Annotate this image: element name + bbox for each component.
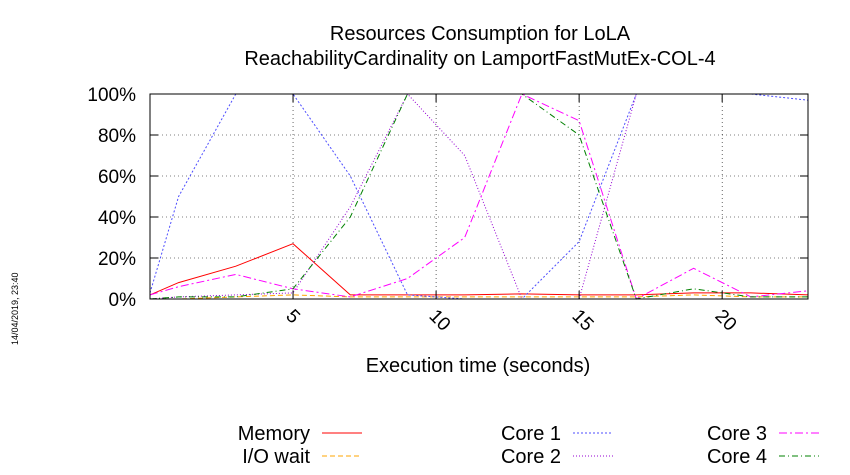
x-tick-label: 5	[282, 306, 304, 328]
x-tick-label: 20	[711, 306, 741, 336]
series-line-memory	[149, 243, 809, 296]
x-tick-label: 15	[568, 306, 598, 336]
x-axis-label: Execution time (seconds)	[366, 355, 591, 377]
legend-label: Core 3	[707, 423, 767, 445]
series-line-core-2	[149, 93, 808, 300]
series-lines	[149, 93, 809, 300]
axis-ticks: 0% 20% 40% 60% 80% 100% 5 10 15 20	[87, 85, 808, 335]
series-line-core-1	[149, 93, 809, 300]
x-tick-label: 10	[425, 306, 455, 336]
y-tick-label: 0%	[109, 290, 137, 311]
timestamp: 14/04/2019, 23:40	[10, 272, 20, 345]
series-line-core-3	[149, 93, 809, 300]
legend-label: I/O wait	[242, 446, 310, 468]
chart-subtitle: ReachabilityCardinality on LamportFastMu…	[244, 48, 715, 70]
y-tick-label: 40%	[98, 208, 136, 229]
grid	[150, 94, 808, 299]
series-line-core-4	[149, 93, 808, 300]
y-tick-label: 100%	[87, 85, 136, 106]
chart-title: Resources Consumption for LoLA	[330, 23, 631, 45]
plot-frame	[149, 93, 809, 300]
series-line-i-o-wait	[150, 294, 808, 300]
legend-label: Core 4	[707, 446, 767, 468]
legend-label: Memory	[238, 423, 310, 445]
y-tick-label: 80%	[98, 126, 136, 147]
legend-label: Core 1	[501, 423, 561, 445]
y-tick-label: 20%	[98, 249, 136, 270]
legend-label: Core 2	[501, 446, 561, 468]
y-tick-label: 60%	[98, 167, 136, 188]
